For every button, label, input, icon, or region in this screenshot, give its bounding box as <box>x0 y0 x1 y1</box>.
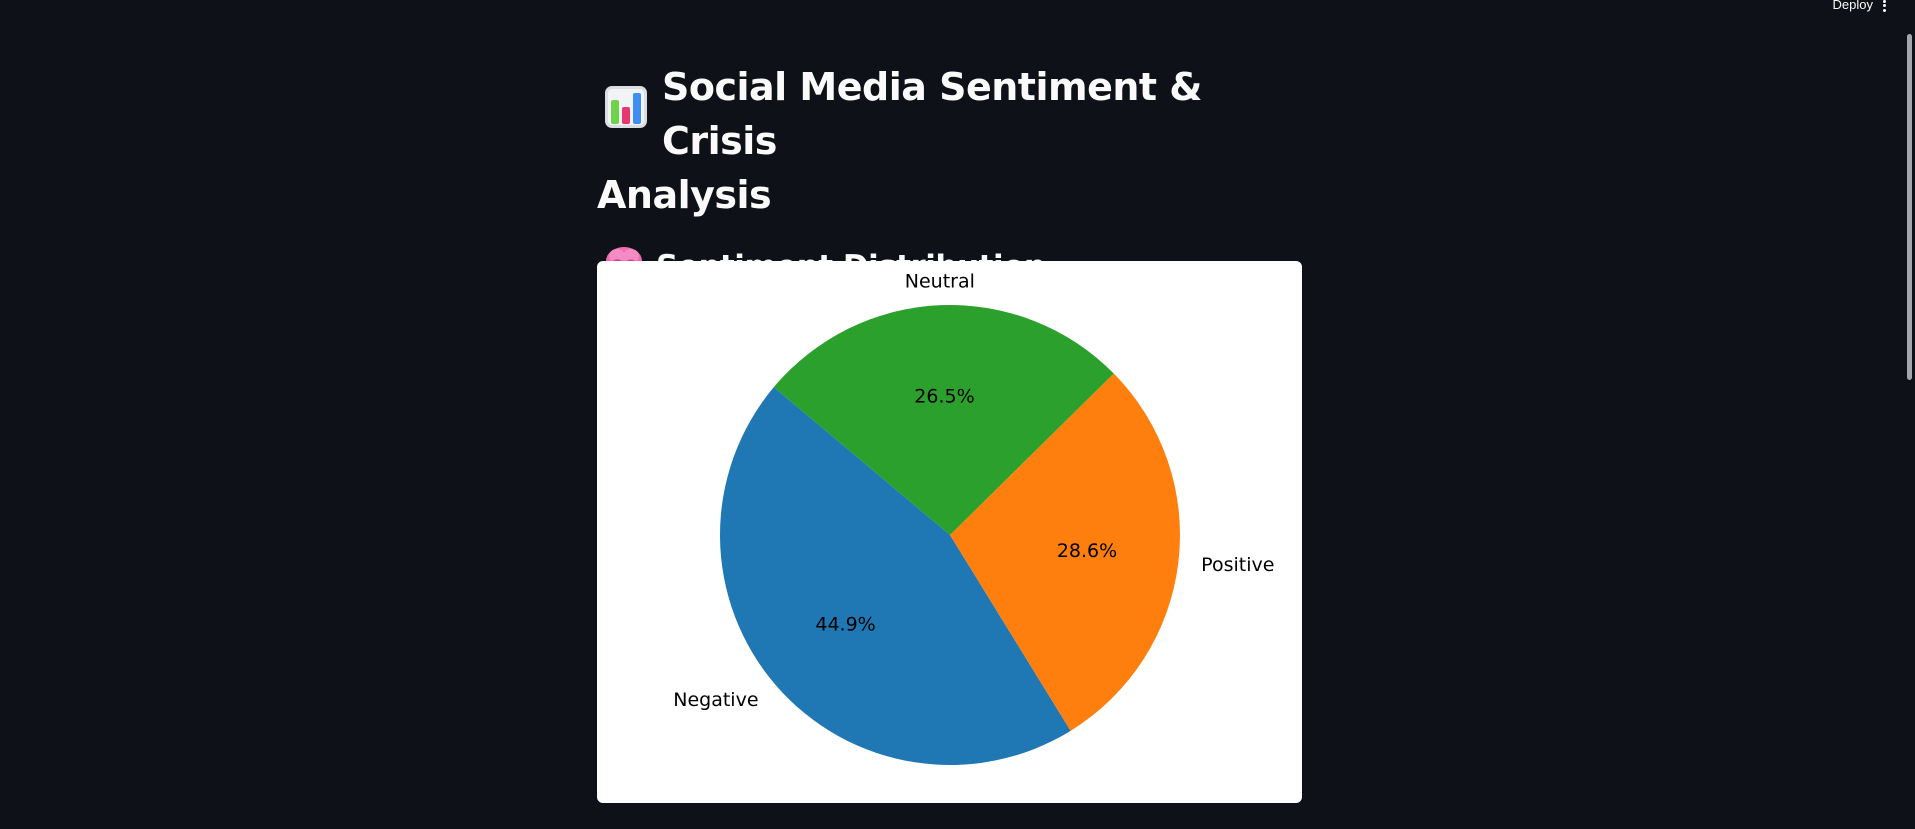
bar-chart-emoji-icon <box>604 85 648 143</box>
pie-category-label-neutral: Neutral <box>905 271 975 293</box>
page-title-line-2: Analysis <box>597 173 772 217</box>
pie-chart-svg: 44.9% Negative 28.6% Positive 26.5% Neutral <box>673 271 1274 765</box>
pie-category-label-positive: Positive <box>1201 554 1274 576</box>
top-bar: Deploy <box>1833 0 1915 14</box>
page-title-line-1: Social Media Sentiment & Crisis <box>662 65 1202 163</box>
pie-slice-positive <box>950 373 1180 731</box>
pie-slice-negative <box>720 387 1071 765</box>
sentiment-pie-chart: 44.9% Negative 28.6% Positive 26.5% Neutral <box>597 261 1302 803</box>
pie-pct-label-positive: 28.6% <box>1057 540 1117 562</box>
page-title: Social Media Sentiment & Crisis Analysis <box>597 60 1302 222</box>
pie-category-label-negative: Negative <box>673 689 758 711</box>
pie-pct-label-neutral: 26.5% <box>914 386 974 408</box>
pie-pct-label-negative: 44.9% <box>815 614 875 636</box>
vertical-dots-icon[interactable] <box>1883 0 1887 12</box>
pie-slice-neutral <box>773 305 1114 535</box>
scrollbar[interactable] <box>1907 34 1912 380</box>
main-content: Social Media Sentiment & Crisis Analysis… <box>597 60 1302 803</box>
deploy-button[interactable]: Deploy <box>1832 0 1873 12</box>
